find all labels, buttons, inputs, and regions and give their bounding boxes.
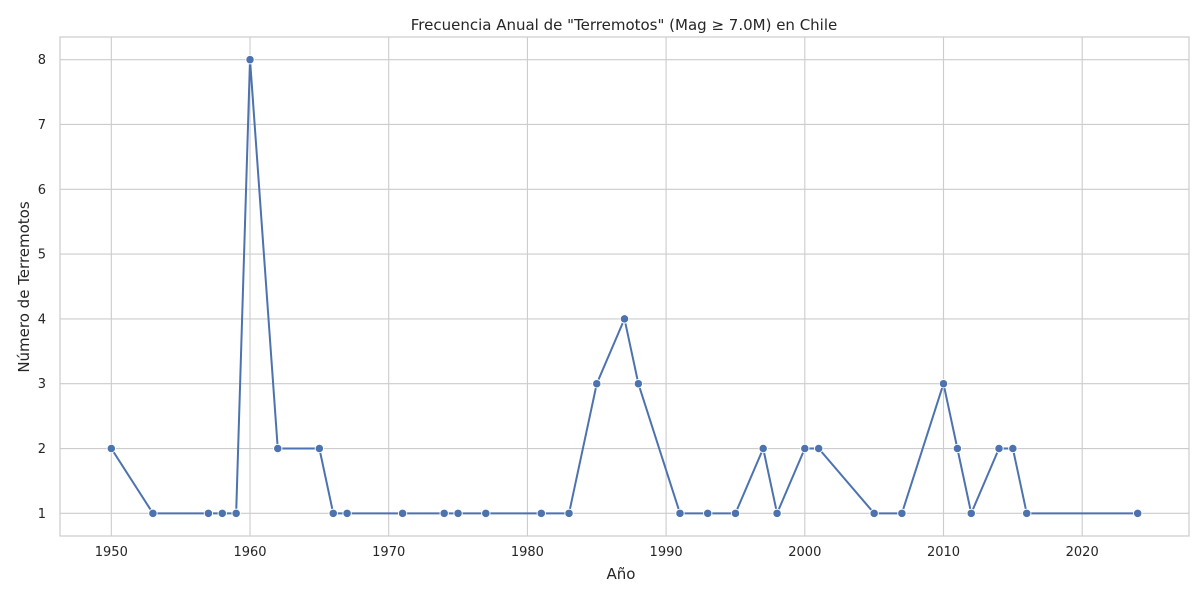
data-point (897, 508, 907, 518)
data-point (814, 443, 824, 454)
x-tick-label: 1980 (511, 545, 544, 560)
data-point (148, 508, 158, 518)
y-tick-label: 4 (38, 312, 46, 327)
x-axis-label: Año (607, 565, 636, 583)
y-tick-label: 2 (38, 442, 46, 457)
y-tick-label: 1 (38, 507, 46, 522)
data-point (397, 508, 408, 518)
plot-frame (59, 36, 1190, 537)
x-tick-label: 2010 (927, 545, 960, 560)
data-point (245, 55, 255, 65)
x-tick-label: 2020 (1066, 545, 1099, 560)
plot-background (60, 37, 1189, 536)
data-point (938, 379, 949, 389)
data-point (633, 379, 644, 389)
y-tick-label: 7 (38, 118, 46, 133)
data-point (203, 508, 214, 518)
x-tick-label: 1990 (650, 545, 683, 560)
data-point (231, 508, 241, 518)
y-axis-label: Número de Terremotos (15, 201, 33, 373)
data-point (1008, 443, 1018, 454)
data-point (869, 508, 879, 518)
data-point (439, 508, 449, 518)
data-point (730, 508, 741, 518)
data-point (1133, 508, 1143, 518)
data-point (564, 508, 574, 518)
y-tick-label: 3 (38, 377, 46, 392)
x-tick-label: 1960 (233, 545, 266, 560)
data-point (314, 443, 325, 454)
data-point (772, 508, 782, 518)
x-tick-label: 1970 (372, 545, 405, 560)
data-point (758, 443, 768, 454)
data-point (592, 379, 602, 389)
y-tick-label: 6 (38, 183, 46, 198)
x-tick-label: 2000 (788, 545, 821, 560)
data-point (217, 508, 227, 518)
data-point (994, 443, 1004, 454)
data-point (106, 443, 116, 454)
data-point (703, 508, 713, 518)
data-point (619, 314, 630, 324)
data-point (966, 508, 976, 518)
data-point (952, 443, 963, 454)
data-point (453, 508, 463, 518)
data-point (273, 443, 283, 454)
data-point (536, 508, 546, 518)
series-layer (106, 55, 1143, 518)
data-point (1022, 508, 1032, 518)
y-tick-label: 5 (38, 248, 46, 263)
chart-title: Frecuencia Anual de "Terremotos" (Mag ≥ … (411, 16, 838, 34)
y-tick-label: 8 (38, 53, 46, 68)
data-point (328, 508, 338, 518)
data-point (800, 443, 810, 454)
data-point (342, 508, 352, 518)
x-tick-label: 1950 (95, 545, 128, 560)
y-tick-labels: 1 2 3 4 5 6 7 8 (38, 53, 46, 522)
data-point (481, 508, 491, 518)
data-point (675, 508, 685, 518)
x-tick-labels: 1950 1960 1970 1980 1990 2000 2010 2020 (95, 545, 1099, 560)
